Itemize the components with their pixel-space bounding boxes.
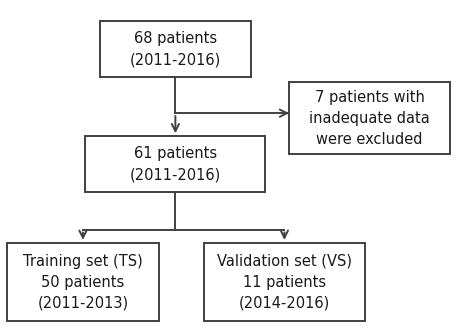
- Bar: [289, 82, 450, 154]
- Text: Training set (TS)
50 patients
(2011-2013): Training set (TS) 50 patients (2011-2013…: [23, 254, 143, 311]
- Text: 68 patients
(2011-2016): 68 patients (2011-2016): [130, 31, 221, 67]
- Text: 61 patients
(2011-2016): 61 patients (2011-2016): [130, 146, 221, 182]
- Bar: [204, 243, 365, 321]
- Text: 7 patients with
inadequate data
were excluded: 7 patients with inadequate data were exc…: [310, 90, 430, 147]
- Bar: [100, 21, 251, 77]
- Text: Validation set (VS)
11 patients
(2014-2016): Validation set (VS) 11 patients (2014-20…: [217, 254, 352, 311]
- Bar: [7, 243, 159, 321]
- Bar: [85, 136, 265, 192]
